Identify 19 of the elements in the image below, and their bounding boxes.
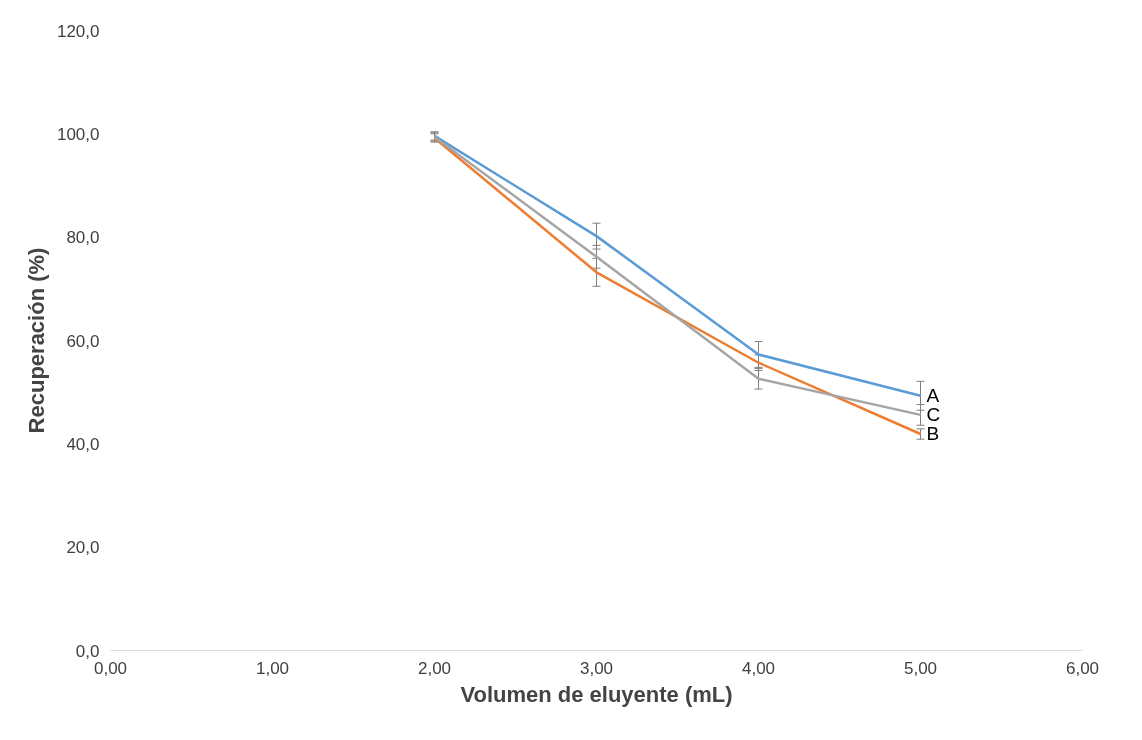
series-label: C	[926, 403, 941, 425]
y-tick-label: 80,0	[66, 228, 100, 248]
x-tick-label: 6,00	[1065, 658, 1100, 678]
y-tick-label: 20,0	[66, 538, 100, 558]
x-tick-label: 2,00	[417, 658, 452, 678]
y-tick-label: 0,0	[75, 641, 100, 661]
x-tick-label: 5,00	[903, 658, 938, 678]
y-tick-label: 40,0	[66, 434, 100, 454]
x-tick-label: 1,00	[255, 658, 290, 678]
series-label: B	[926, 423, 940, 445]
x-tick-label: 0,00	[93, 658, 128, 678]
x-tick-label: 4,00	[741, 658, 776, 678]
x-tick-label: 3,00	[579, 658, 614, 678]
y-axis-title: Recuperación (%)	[23, 247, 49, 434]
y-tick-label: 100,0	[56, 124, 100, 144]
series-label: A	[926, 384, 940, 406]
y-tick-label: 120,0	[56, 21, 100, 41]
y-tick-label: 60,0	[66, 331, 100, 351]
x-axis-title: Volumen de eluyente (mL)	[460, 681, 733, 707]
